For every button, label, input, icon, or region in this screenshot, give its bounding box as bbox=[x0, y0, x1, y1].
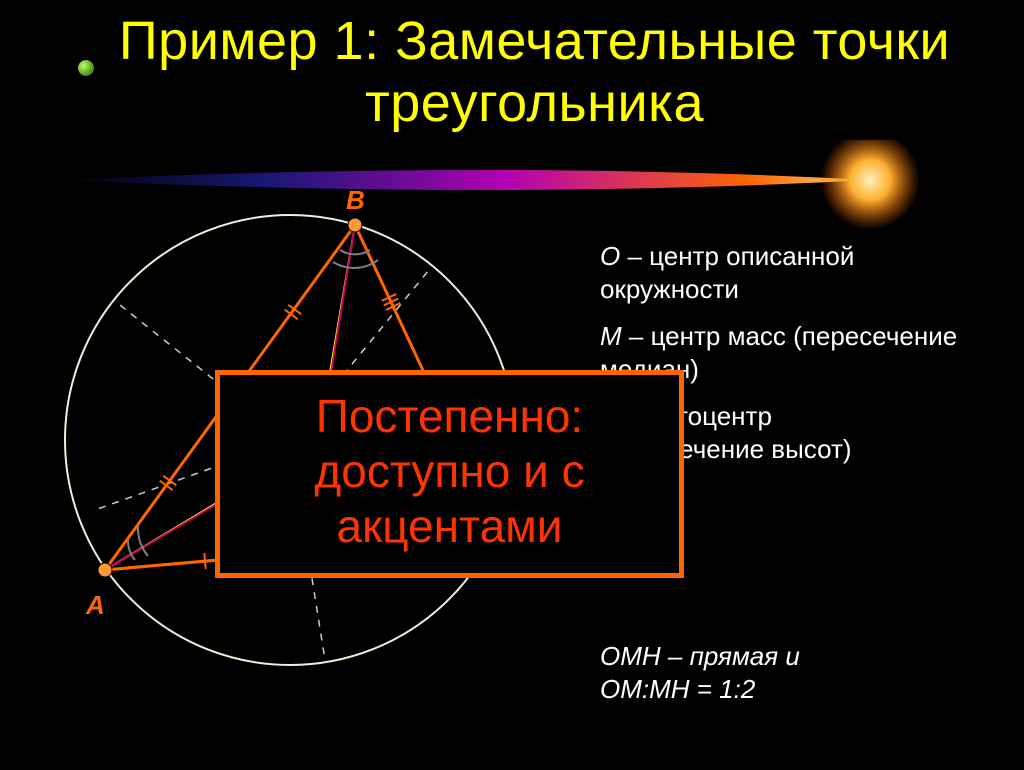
callout-box: Постепенно: доступно и с акцентами bbox=[215, 370, 684, 578]
legend-O-text: – центр описанной окружности bbox=[600, 241, 854, 304]
label-A: A bbox=[86, 590, 105, 621]
legend-O: O – центр описанной окружности bbox=[600, 240, 980, 305]
title-bullet bbox=[78, 60, 94, 76]
callout-text: Постепенно: доступно и с акцентами bbox=[314, 390, 584, 552]
label-B: B bbox=[346, 185, 365, 216]
legend-M-sym: M bbox=[600, 321, 622, 351]
legend-O-sym: O bbox=[600, 241, 620, 271]
legend-E-sym: OMH bbox=[600, 641, 661, 671]
legend-Euler: OMH – прямая и OM:MH = 1:2 bbox=[600, 640, 1000, 705]
legend-E-text1: – прямая и bbox=[661, 641, 800, 671]
slide-title: Пример 1: Замечательные точки треугольни… bbox=[105, 10, 964, 134]
legend-E-text2: OM:MH = 1:2 bbox=[600, 674, 755, 704]
